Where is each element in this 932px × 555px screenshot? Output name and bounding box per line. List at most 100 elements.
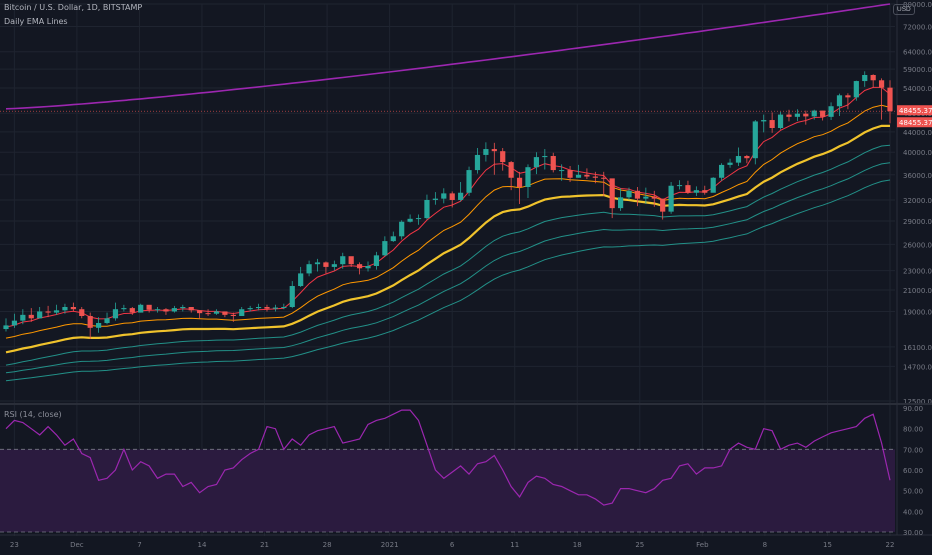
candle-body [525, 167, 531, 187]
candle-body [365, 265, 371, 269]
time-axis-tick-label: 22 [886, 541, 895, 549]
time-axis-tick-label: 7 [137, 541, 141, 549]
price-axis-tick-label: 23000.00 [903, 268, 932, 276]
candle-body [197, 310, 203, 314]
candle-body [163, 309, 169, 312]
candle-body [878, 80, 885, 88]
last-price-tag [897, 105, 932, 116]
price-axis-tick-label: 21000.00 [903, 287, 932, 295]
rsi-axis-tick-label: 80.00 [903, 426, 923, 434]
candle-body [685, 185, 691, 193]
candle-body [62, 306, 68, 311]
candle-body [836, 95, 843, 107]
candle-body [306, 264, 312, 274]
candle-body [432, 198, 438, 200]
time-axis-tick-label: 18 [573, 541, 582, 549]
candle-body [617, 197, 624, 209]
last-price-tag [897, 117, 932, 128]
rsi-axis-tick-label: 40.00 [903, 508, 923, 516]
candle-body [11, 320, 18, 326]
candle-body [702, 190, 708, 193]
candle-body [584, 174, 590, 177]
time-axis-tick-label: 21 [260, 541, 269, 549]
candle-body [272, 307, 279, 309]
time-axis-tick-label: 8 [763, 541, 767, 549]
candle-body [424, 199, 430, 219]
time-axis-tick-label: 28 [323, 541, 332, 549]
candle-body [298, 273, 304, 287]
candle-body [79, 309, 85, 317]
time-axis-tick-label: 15 [823, 541, 832, 549]
candle-body [491, 149, 497, 152]
candle-body [828, 106, 834, 117]
rsi-axis-tick-label: 50.00 [903, 488, 923, 496]
candle-body [230, 314, 236, 317]
rsi-label[interactable]: RSI (14, close) [4, 410, 62, 419]
candle-body [399, 221, 405, 237]
candle-body [146, 304, 152, 310]
candle-body [676, 185, 683, 187]
last-price-label: 48455.37 [899, 119, 932, 127]
candle-body [239, 309, 245, 317]
candle-body [331, 264, 337, 267]
candle-body [407, 218, 413, 222]
candle-body [255, 306, 262, 309]
ema-long-line [5, 3, 891, 110]
candle-body [626, 190, 632, 198]
candle-body [357, 264, 363, 269]
rsi-axis-tick-label: 70.00 [903, 446, 923, 454]
candle-body [129, 308, 135, 313]
time-axis-tick-label: 25 [635, 541, 644, 549]
candle-body [474, 154, 481, 171]
candle-body [70, 306, 76, 310]
candle-body [761, 120, 767, 122]
rsi-axis-tick-label: 60.00 [903, 467, 923, 475]
rsi-axis-tick-label: 90.00 [903, 405, 923, 413]
price-axis-tick-label: 26000.00 [903, 241, 932, 249]
candle-body [870, 74, 876, 81]
candle-body [213, 311, 220, 314]
candle-body [862, 74, 868, 82]
candle-body [777, 114, 784, 129]
candle-body [188, 306, 194, 311]
rsi-axis-tick-label: 30.00 [903, 529, 923, 537]
price-axis-tick-label: 16100.00 [903, 344, 932, 352]
currency-badge[interactable]: USD [893, 4, 915, 15]
candle-body [710, 177, 716, 193]
candle-body [3, 325, 9, 330]
candle-body [660, 198, 666, 212]
candle-body [340, 256, 346, 265]
candle-body [222, 311, 228, 315]
candle-body [45, 311, 51, 313]
candle-body [121, 308, 127, 310]
candle-body [516, 177, 523, 187]
chart-title[interactable]: Bitcoin / U.S. Dollar, 1D, BITSTAMP [4, 3, 143, 12]
ema-ribbon-line [5, 162, 891, 374]
time-axis-tick-label: 23 [10, 541, 19, 549]
candle-body [887, 87, 893, 112]
candle-body [323, 262, 329, 267]
time-axis-tick-label: 14 [198, 541, 207, 549]
candle-body [314, 262, 321, 265]
ema-ribbon-line [5, 144, 891, 366]
candle-body [104, 318, 110, 324]
candle-body [533, 157, 539, 168]
price-axis-tick-label: 29000.00 [903, 218, 932, 226]
candle-body [853, 81, 859, 98]
candle-body [112, 309, 119, 319]
candle-body [651, 196, 657, 199]
candle-body [592, 176, 598, 178]
indicator-label[interactable]: Daily EMA Lines [4, 17, 68, 26]
candle-body [550, 156, 556, 171]
candle-body [20, 314, 26, 321]
candle-body [373, 255, 380, 266]
candle-body [845, 95, 851, 98]
candle-body [281, 306, 287, 308]
price-axis-tick-label: 72000.00 [903, 24, 932, 32]
rsi-band [0, 449, 895, 532]
price-axis-tick-label: 36000.00 [903, 172, 932, 180]
candle-body [458, 192, 464, 200]
ema-ribbon-line [5, 179, 891, 382]
